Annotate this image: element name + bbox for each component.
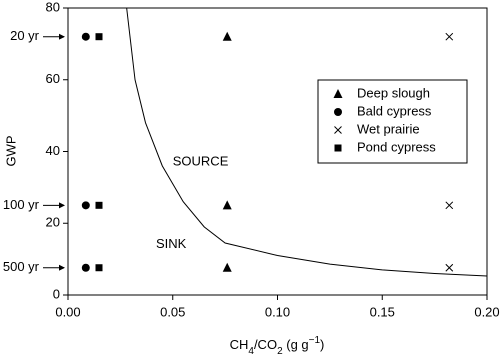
y-tick-label: 80	[46, 0, 60, 14]
y-tick-label: 40	[46, 143, 60, 158]
marker-triangle	[333, 89, 343, 98]
marker-cross	[445, 263, 454, 272]
marker-circle	[81, 32, 90, 41]
x-tick-label: 0.00	[55, 304, 80, 319]
x-label-part: CH	[230, 337, 249, 352]
horizon-label: 20 yr	[10, 28, 40, 43]
marker-square	[95, 33, 103, 41]
x-label-part: −1	[309, 335, 321, 346]
x-label-part: (g g	[283, 337, 309, 352]
marker-cross	[334, 126, 342, 134]
x-label-part: )	[320, 337, 324, 352]
horizon-label: 500 yr	[3, 259, 40, 274]
x-tick-label: 0.15	[370, 304, 395, 319]
legend-label: Pond cypress	[357, 139, 436, 154]
y-tick-label: 20	[46, 215, 60, 230]
boundary-curve	[126, 7, 488, 277]
marker-square	[95, 201, 103, 209]
x-label-part: /CO	[254, 337, 277, 352]
x-label-part: 4	[248, 346, 254, 357]
marker-cross	[445, 201, 454, 210]
legend-label: Wet prairie	[357, 121, 420, 136]
marker-cross	[445, 32, 454, 41]
marker-triangle	[222, 200, 232, 210]
marker-circle	[81, 201, 90, 210]
legend-box	[317, 79, 468, 164]
legend-label: Deep slough	[357, 85, 430, 100]
y-tick-label: 0	[53, 286, 60, 301]
horizon-label: 100 yr	[3, 197, 40, 212]
region-label: SOURCE	[173, 154, 229, 169]
marker-square	[334, 144, 342, 152]
marker-triangle	[222, 31, 232, 41]
marker-circle	[334, 108, 342, 116]
x-tick-label: 0.05	[160, 304, 185, 319]
marker-square	[95, 264, 103, 272]
y-tick-label: 60	[46, 71, 60, 86]
x-tick-label: 0.20	[474, 304, 499, 319]
legend-label: Bald cypress	[357, 103, 432, 118]
x-axis-label: CH4/CO2 (g g−1)	[230, 335, 325, 357]
x-tick-label: 0.10	[265, 304, 290, 319]
marker-triangle	[222, 262, 232, 272]
marker-circle	[81, 263, 90, 272]
x-label-part: 2	[277, 346, 283, 357]
y-axis-label: GWP	[3, 135, 18, 166]
region-label: SINK	[156, 236, 187, 251]
